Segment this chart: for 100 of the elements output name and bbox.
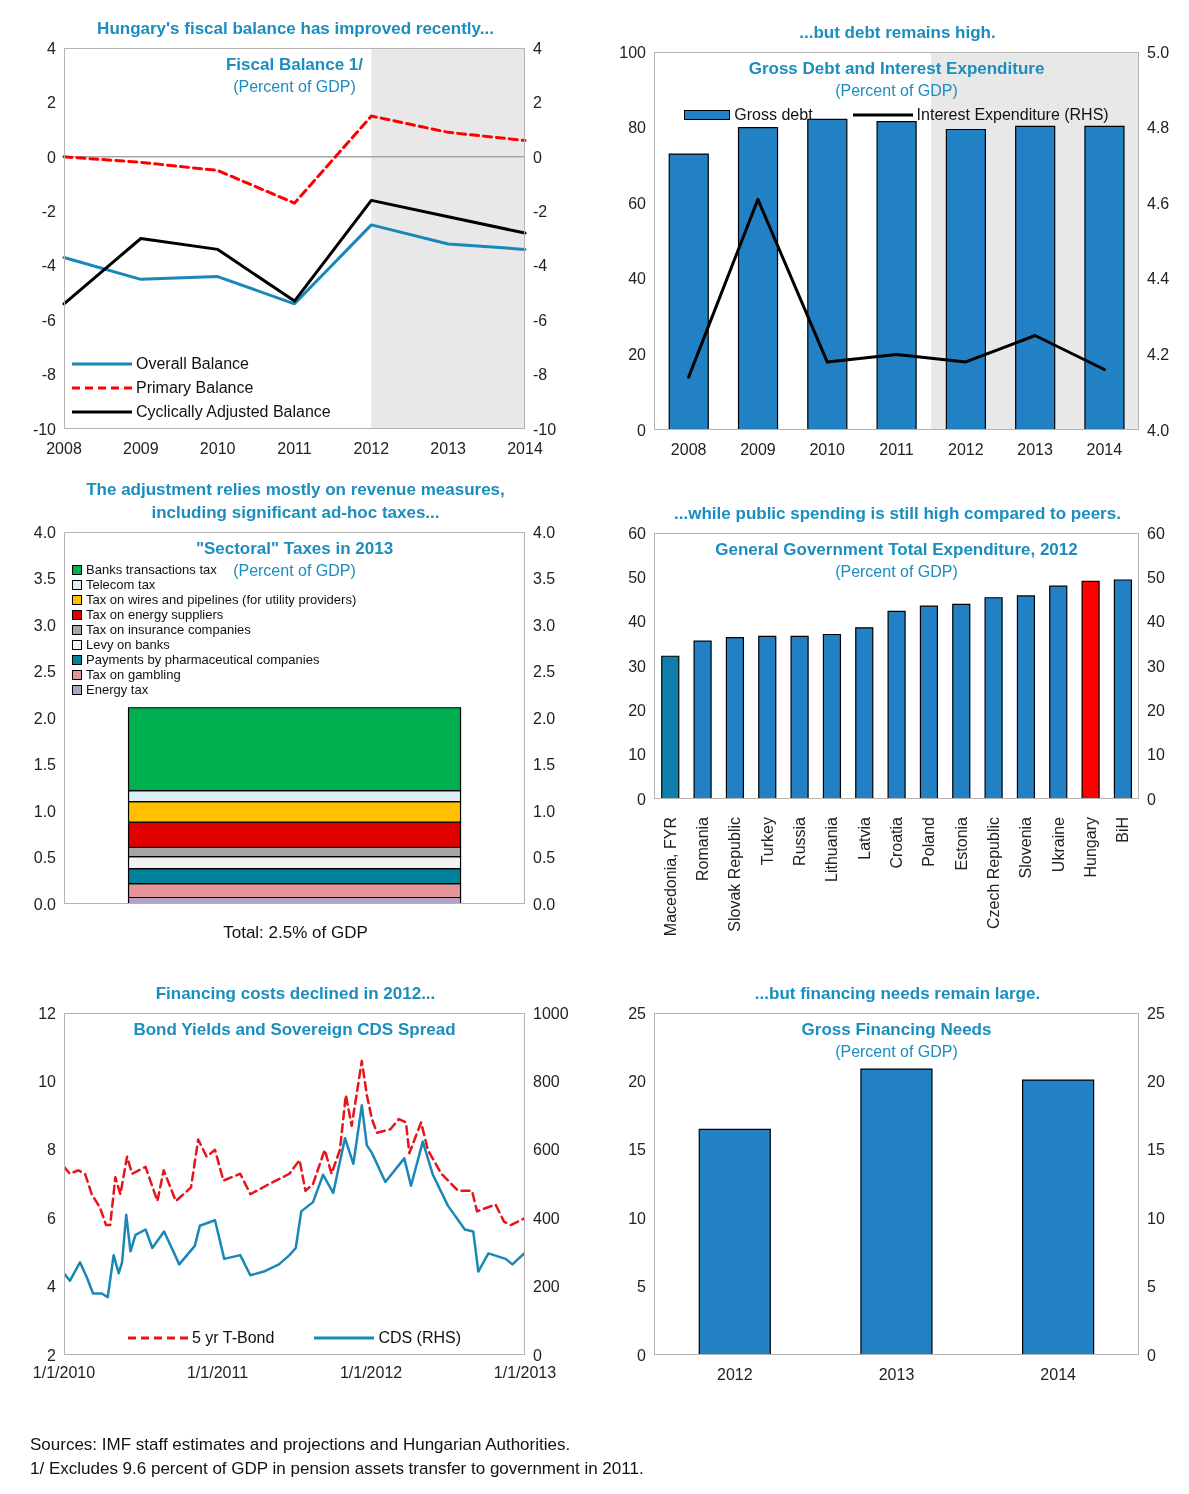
x-tick-label: BiH [1114, 817, 1132, 843]
y-tick-label: 2 [47, 94, 57, 112]
legend-label: Tax on wires and pipelines (for utility providers) [86, 592, 357, 607]
y-tick-label: 1.0 [33, 802, 57, 820]
y2-tick-label: -4 [533, 257, 548, 275]
y-tick-label: 80 [628, 119, 647, 137]
y-tick-label: 15 [628, 1141, 647, 1159]
y-tick-label: 2.0 [33, 709, 57, 727]
chart-title: ...but financing needs remain large. [754, 983, 1041, 1005]
y-tick-label: 8 [47, 1141, 57, 1159]
x-tick-label: Lithuania [823, 816, 841, 882]
line-series [62, 198, 527, 306]
legend-label: Interest Expenditure (RHS) [916, 105, 1109, 125]
x-tick-label: 2014 [507, 440, 543, 458]
y-tick-label: 40 [628, 270, 647, 288]
bar [1016, 595, 1036, 799]
y2-tick-label: 0.0 [533, 895, 556, 913]
chart-subtitle: Bond Yields and Sovereign CDS Spread [132, 1019, 457, 1041]
legend-label: Tax on energy suppliers [86, 607, 224, 622]
y2-tick-label: 2.5 [533, 663, 556, 681]
legend-label: Tax on insurance companies [86, 622, 251, 637]
legend-label: 5 yr T-Bond [191, 1328, 275, 1348]
y2-tick-label: 4.0 [1147, 421, 1170, 439]
y2-tick-label: -2 [533, 202, 548, 220]
y2-tick-label: 20 [1147, 702, 1165, 720]
chart-title: ...while public spending is still high compared to peers. [674, 503, 1121, 525]
y2-tick-label: 0 [1147, 790, 1156, 808]
x-tick-label: Latvia [855, 816, 873, 860]
y-tick-label: 60 [628, 194, 647, 212]
x-tick-label: Croatia [888, 816, 905, 869]
bar [1022, 1079, 1095, 1355]
y2-tick-label: 400 [533, 1209, 560, 1227]
bar [693, 640, 712, 799]
y-tick-label: 10 [628, 1209, 647, 1227]
legend-label: Tax on gambling [86, 667, 181, 682]
y-tick-label: -8 [41, 366, 57, 384]
y-tick-label: 6 [47, 1209, 57, 1227]
y-tick-label: 50 [628, 569, 647, 587]
y2-tick-label: 0.5 [533, 849, 556, 867]
x-tick-label: 2012 [717, 1366, 753, 1384]
x-tick-label: 1/1/2010 [32, 1364, 96, 1382]
annotation: (Percent of GDP) [834, 81, 959, 101]
y-tick-label: 1.5 [33, 756, 57, 774]
y-tick-label: 4 [47, 1278, 57, 1296]
x-tick-label: 2011 [879, 441, 914, 459]
y-tick-label: 20 [628, 702, 647, 720]
y2-tick-label: 600 [533, 1141, 560, 1159]
text: 1/ Excludes 9.6 percent of GDP in pension assets transfer to government in 2011. [30, 1458, 645, 1480]
y-tick-label: 0 [637, 1346, 647, 1364]
y-tick-label: 5 [637, 1278, 647, 1296]
x-axis-title: Total: 2.5% of GDP [222, 922, 369, 944]
x-tick-label: Ukraine [1049, 816, 1067, 873]
y2-tick-label: 20 [1147, 1073, 1165, 1091]
x-tick-label: 1/1/2013 [493, 1364, 557, 1382]
chart-title: The adjustment relies mostly on revenue measures, including significant ad-hoc taxes... [85, 479, 506, 524]
y-tick-label: -6 [41, 311, 57, 329]
bar [758, 635, 777, 799]
chart-title: Financing costs declined in 2012... [155, 983, 436, 1005]
legend-label: Payments by pharmaceutical companies [86, 652, 320, 667]
x-tick-label: 2012 [947, 441, 984, 459]
y2-tick-label: 25 [1147, 1004, 1165, 1022]
y-tick-label: 0.0 [33, 895, 57, 913]
line-series [62, 223, 527, 306]
y-tick-label: 12 [38, 1004, 57, 1022]
y2-tick-label: 0 [1147, 1346, 1156, 1364]
y-tick-label: 10 [628, 746, 647, 764]
chart-subtitle: General Government Total Expenditure, 2012 [714, 539, 1079, 561]
x-tick-label: 2011 [277, 440, 312, 458]
y-tick-label: -10 [32, 420, 57, 438]
chart-subtitle: "Sectoral" Taxes in 2013 [194, 538, 395, 560]
y2-tick-label: 5.0 [1147, 43, 1170, 61]
chart-subtitle: Fiscal Balance 1/ [225, 54, 364, 76]
bar [919, 605, 939, 799]
bar [860, 1068, 933, 1355]
bar [1049, 585, 1068, 799]
y-tick-label: 4 [47, 39, 57, 57]
y2-tick-label: 5 [1147, 1278, 1156, 1296]
x-tick-label: Slovak Republic [726, 817, 744, 932]
legend-label: Telecom tax [86, 577, 156, 592]
x-tick-label: 1/1/2011 [186, 1364, 249, 1382]
y2-tick-label: 200 [533, 1278, 560, 1296]
x-tick-label: Poland [920, 817, 938, 867]
bar [661, 655, 680, 799]
legend-label: Cyclically Adjusted Balance [136, 402, 331, 422]
chart-subtitle: Gross Financing Needs [800, 1019, 993, 1041]
bar [887, 610, 906, 799]
x-tick-label: 2014 [1086, 441, 1123, 459]
y2-tick-label: 10 [1147, 1209, 1165, 1227]
legend-label: CDS (RHS) [378, 1328, 462, 1348]
x-tick-label: 2009 [740, 441, 776, 459]
y-tick-label: 0 [637, 790, 647, 808]
y2-tick-label: 4.0 [533, 523, 556, 541]
x-tick-label: Macedonia, FYR [661, 817, 679, 937]
y2-tick-label: 1.0 [533, 802, 556, 820]
y2-tick-label: -10 [533, 420, 557, 438]
y-tick-label: 4.0 [33, 523, 57, 541]
y-tick-label: 0 [637, 421, 647, 439]
y2-tick-label: 3.5 [533, 570, 556, 588]
y2-tick-label: 4.4 [1147, 270, 1170, 288]
y-tick-label: 0.5 [33, 849, 57, 867]
